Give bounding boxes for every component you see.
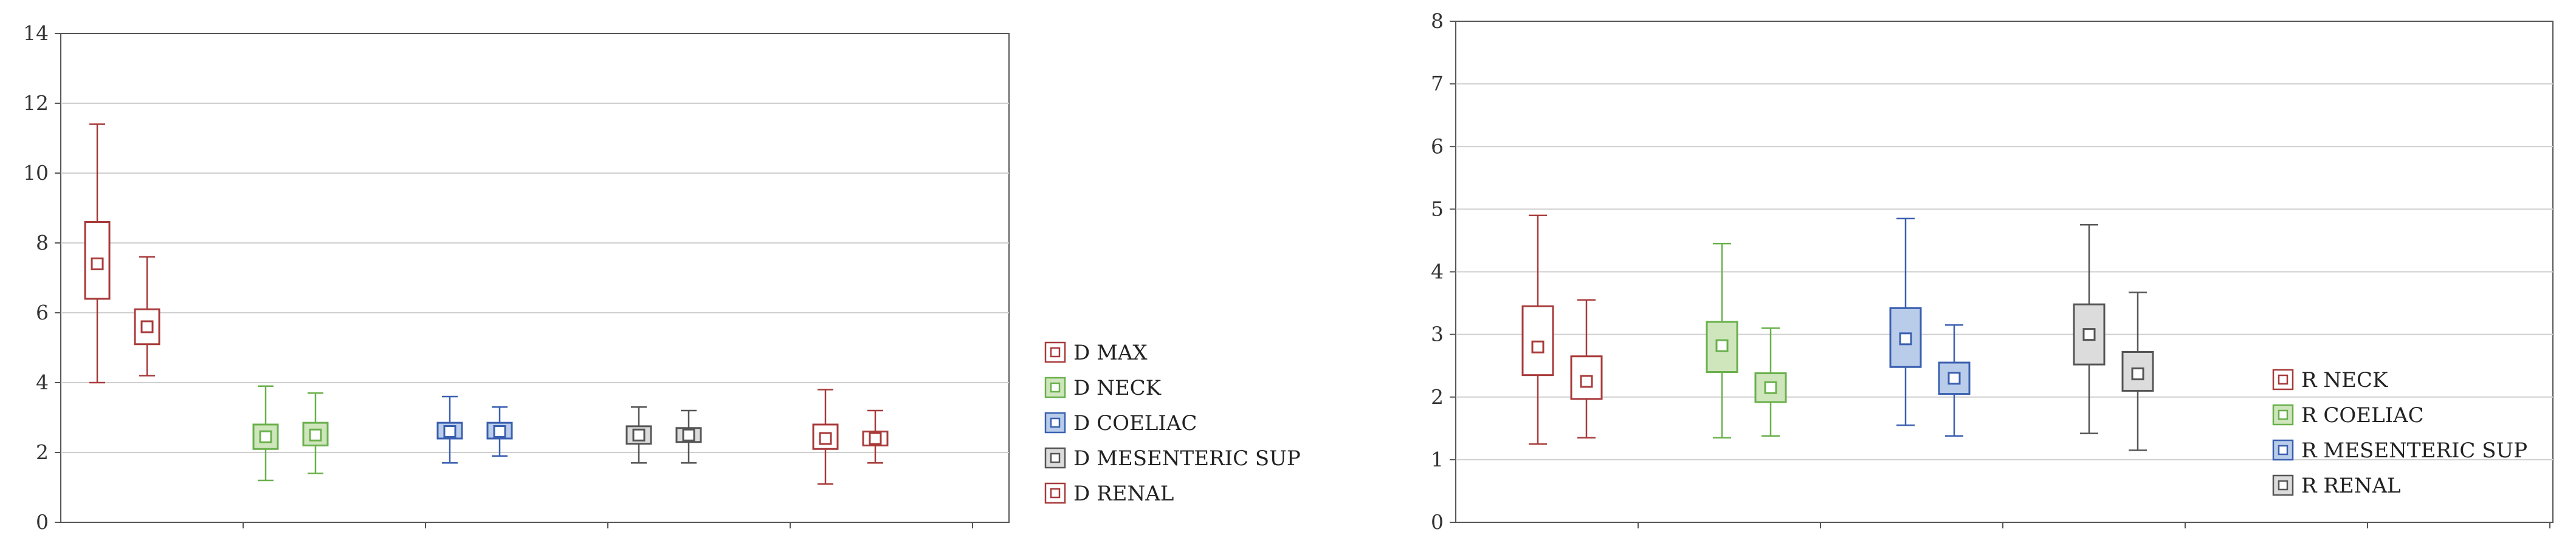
box-plot — [252, 385, 279, 482]
box-plot — [812, 389, 839, 485]
legend-label: D COELIAC — [1073, 411, 1197, 435]
legend-label: D MAX — [1073, 341, 1148, 365]
legend-swatch — [1044, 341, 1066, 363]
legend-label: D NECK — [1073, 376, 1162, 400]
y-tick-label: 10 — [23, 161, 49, 185]
legend-swatch-marker — [1050, 417, 1061, 428]
box-plot — [1570, 299, 1603, 439]
legend-swatch — [2272, 404, 2294, 426]
legend-item: D NECK — [1044, 376, 1162, 400]
box-plot — [2121, 292, 2154, 451]
legend-item: R COELIAC — [2272, 403, 2424, 428]
box-plot — [302, 392, 329, 474]
legend-swatch — [1044, 377, 1066, 398]
median-marker — [1715, 339, 1729, 352]
y-tick-label: 0 — [1431, 510, 1444, 534]
box-plot — [436, 395, 463, 464]
box-plot — [1521, 214, 1554, 445]
y-tick-label: 8 — [1431, 9, 1444, 33]
y-tick-label: 3 — [1431, 322, 1444, 346]
legend-item: R NECK — [2272, 368, 2388, 392]
legend-label: R NECK — [2301, 368, 2388, 392]
legend-swatch-marker — [1050, 382, 1061, 393]
y-tick-label: 6 — [36, 301, 49, 324]
y-tick-label: 14 — [23, 21, 49, 45]
y-tick-label: 2 — [1431, 385, 1444, 409]
median-marker — [2131, 367, 2144, 381]
median-marker — [2082, 328, 2096, 341]
legend-label: D RENAL — [1073, 482, 1174, 506]
median-marker — [869, 432, 882, 445]
median-marker — [1531, 340, 1545, 353]
box-plot — [1706, 242, 1738, 439]
median-marker — [309, 428, 322, 442]
chart-2: 0 1 2 3 4 5 6 7 8 R NECK R COELIAC R MESENTERIC SUP… — [1431, 9, 2554, 534]
legend-item: D MAX — [1044, 341, 1148, 365]
median-marker — [632, 428, 646, 442]
y-tick-label: 1 — [1431, 448, 1444, 471]
y-tick-label: 5 — [1431, 197, 1444, 220]
y-tick-label: 12 — [23, 91, 49, 115]
legend-item: D COELIAC — [1044, 411, 1197, 435]
box-plot — [1754, 327, 1787, 437]
median-marker — [91, 258, 104, 270]
legend-item: D RENAL — [1044, 482, 1174, 506]
legend-item: R RENAL — [2272, 474, 2401, 498]
median-marker — [259, 430, 272, 443]
median-marker — [1580, 375, 1593, 388]
legend-swatch — [1044, 412, 1066, 434]
y-tick-label: 2 — [36, 440, 49, 464]
box-plot — [134, 256, 160, 377]
legend-item: D MESENTERIC SUP — [1044, 446, 1301, 471]
y-tick-label: 7 — [1431, 72, 1444, 95]
box-plot — [862, 409, 889, 464]
legend-swatch-marker — [2278, 374, 2288, 385]
y-tick-label: 4 — [1431, 260, 1444, 284]
box-plot — [1889, 217, 1922, 426]
median-marker — [1764, 381, 1777, 394]
legend-swatch-marker — [2278, 480, 2288, 491]
box-plot — [1938, 324, 1971, 437]
plot-frame — [60, 33, 1010, 523]
legend-label: R RENAL — [2301, 474, 2401, 498]
legend-swatch-marker — [1050, 347, 1061, 358]
legend-label: R MESENTERIC SUP — [2301, 439, 2527, 463]
box-plot — [2073, 224, 2106, 434]
median-marker — [493, 425, 506, 438]
median-marker — [443, 425, 456, 438]
box-iqr — [302, 421, 329, 446]
box-plot — [486, 406, 513, 457]
box-plot — [84, 123, 111, 384]
legend-swatch-marker — [2278, 409, 2288, 420]
legend-item: R MESENTERIC SUP — [2272, 439, 2527, 463]
median-marker — [1899, 332, 1912, 346]
legend-swatch-marker — [1050, 452, 1061, 463]
y-tick-label: 0 — [36, 510, 49, 534]
y-tick-label: 4 — [36, 370, 49, 394]
y-tick-label: 8 — [36, 231, 49, 254]
median-marker — [140, 320, 154, 333]
legend-label: R COELIAC — [2301, 403, 2424, 428]
y-tick-label: 6 — [1431, 134, 1444, 158]
chart-1: 0 2 4 6 8 10 12 14 D MAX D NECK D COELIAC D MESENTE… — [23, 21, 1301, 534]
median-marker — [682, 428, 695, 442]
box-plot — [675, 409, 702, 464]
legend-swatch-marker — [2278, 445, 2288, 456]
box-plot — [625, 406, 652, 464]
legend-label: D MESENTERIC SUP — [1073, 446, 1301, 471]
median-marker — [819, 432, 832, 445]
legend-swatch-marker — [1050, 488, 1061, 499]
median-marker — [1947, 372, 1961, 385]
